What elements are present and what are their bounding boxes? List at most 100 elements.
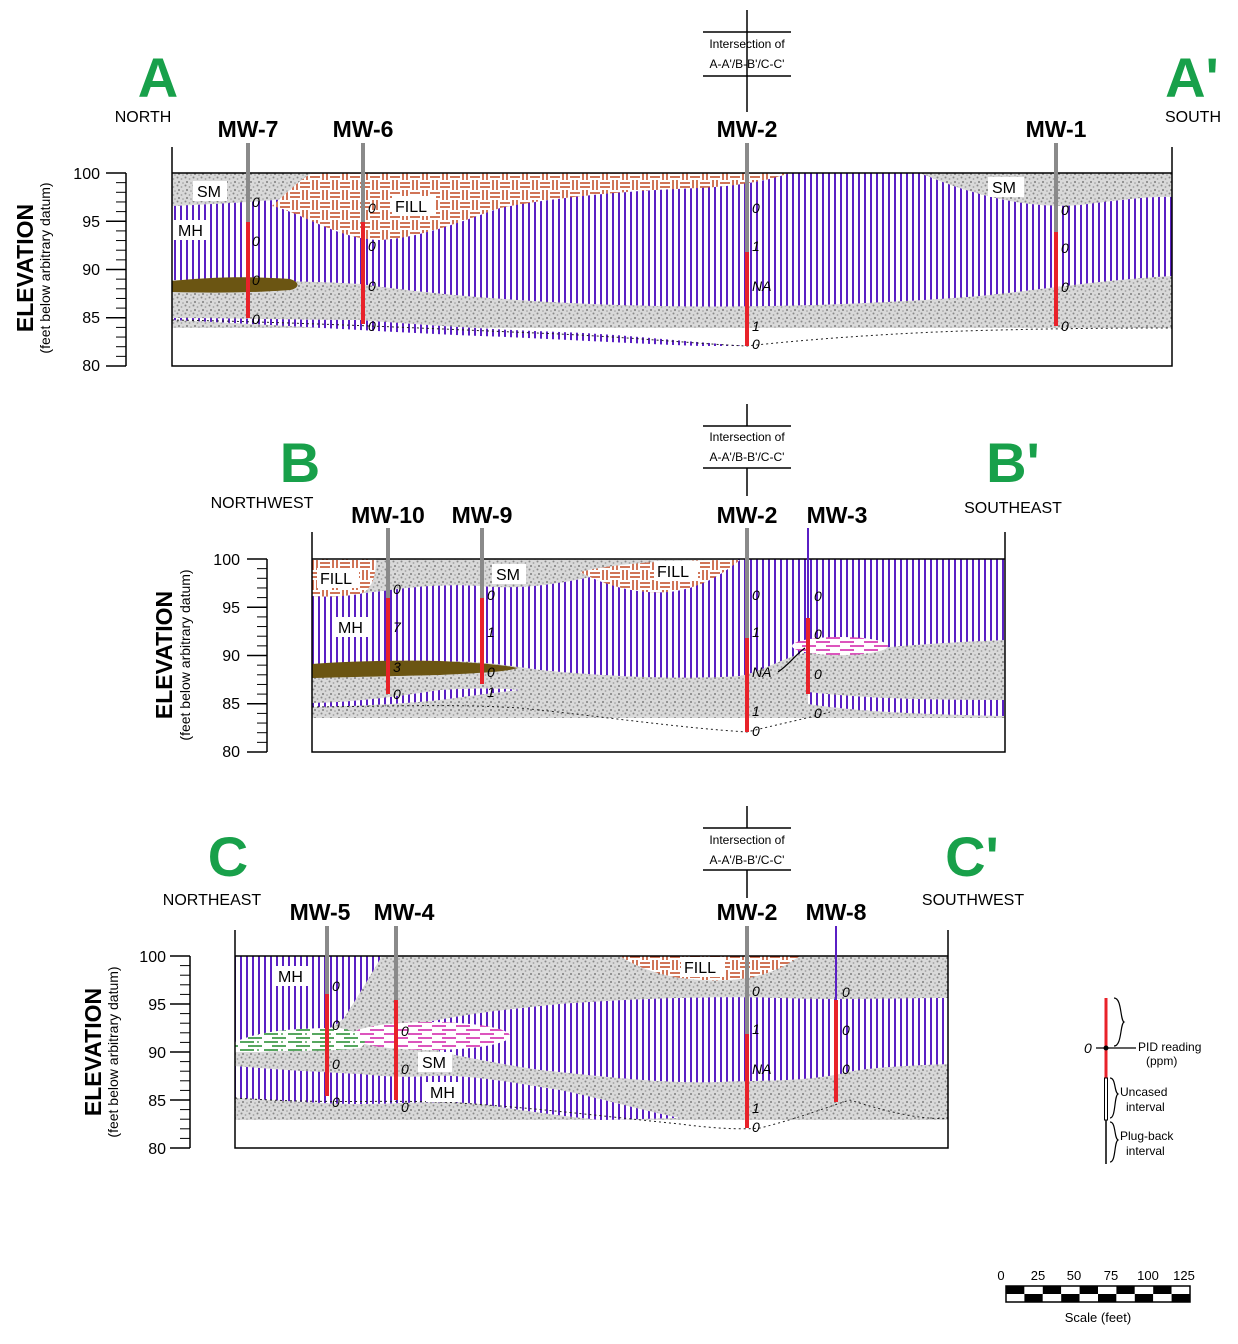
soil-label: MH [278, 969, 303, 986]
scale-cell [1134, 1294, 1154, 1302]
pid-reading: 1 [752, 1021, 760, 1037]
legend-brace [1113, 997, 1126, 1047]
legend-pid-label: PID reading [1138, 1040, 1201, 1054]
tick-label: 80 [148, 1141, 166, 1158]
soil-label: MH [178, 223, 203, 240]
tick-label: 85 [82, 310, 100, 327]
pid-reading: 0 [332, 978, 340, 994]
scale-cell [1006, 1294, 1025, 1302]
pid-reading: 1 [487, 684, 495, 700]
well-label: MW-3 [807, 502, 868, 528]
pid-reading: 0 [814, 588, 822, 604]
well-label: MW-10 [351, 502, 425, 528]
scale-cell [1171, 1286, 1190, 1294]
pid-reading: 0 [752, 723, 760, 739]
intersection-label-line1: Intersection of [709, 430, 785, 444]
pid-reading: 0 [332, 1017, 340, 1033]
axis-title: ELEVATION [12, 204, 38, 332]
pid-reading: 0 [401, 1061, 409, 1077]
section-end-letter: C' [945, 825, 999, 888]
intersection-label-line1: Intersection of [709, 37, 785, 51]
pid-reading: NA [752, 278, 771, 294]
pid-reading: 0 [487, 664, 495, 680]
pid-reading: 0 [842, 1061, 850, 1077]
scale-cell [1061, 1286, 1080, 1294]
soil-label: MH [338, 620, 363, 637]
well-label: MW-6 [333, 116, 394, 142]
section-frame [171, 147, 1173, 367]
legend-plug-label: Plug-back [1120, 1129, 1174, 1143]
tick-label: 100 [213, 552, 240, 569]
section-end-direction: SOUTHWEST [922, 892, 1024, 909]
well-label: MW-2 [717, 502, 778, 528]
tick-label: 95 [82, 214, 100, 231]
section-frame [234, 930, 949, 1149]
sm-bottom-dashes [311, 705, 831, 733]
pid-reading: 0 [401, 1023, 409, 1039]
scale-tick-label: 75 [1104, 1268, 1118, 1283]
tick-label: 95 [222, 600, 240, 617]
scale-tick-label: 50 [1067, 1268, 1081, 1283]
tick-label: 80 [222, 744, 240, 761]
well-mw-1: 0 0 0 0 [1054, 143, 1069, 334]
mh-lower-layer [312, 688, 520, 707]
section-start-letter: C [208, 825, 248, 888]
well-mw-2: 0 1 NA 1 0 [745, 926, 771, 1135]
well-label: MW-2 [717, 116, 778, 142]
scale-bar-cells [1006, 1286, 1190, 1302]
legend-plug-label-2: interval [1126, 1144, 1165, 1158]
mh-lower-layer [172, 318, 747, 346]
axis-subtitle: (feet below arbitrary datum) [177, 569, 193, 740]
pid-reading: NA [752, 1061, 771, 1077]
axis-subtitle: (feet below arbitrary datum) [105, 966, 121, 1137]
scale-cell [1098, 1286, 1117, 1294]
intersection-marker-b: Intersection of A-A'/B-B'/C-C' [703, 404, 791, 496]
scale-cell [1134, 1286, 1154, 1294]
scale-tick-label: 25 [1031, 1268, 1045, 1283]
sm-bottom-dashes [234, 1097, 949, 1130]
legend-uncased-bar [1104, 1077, 1108, 1121]
section-start-letter: A [138, 46, 178, 109]
pid-reading: 1 [752, 238, 760, 254]
scale-cell [1042, 1294, 1062, 1302]
legend-brace [1109, 1121, 1120, 1163]
silt-lens-green [235, 1028, 365, 1052]
pid-reading: 3 [393, 659, 401, 675]
section-end-direction: SOUTHEAST [964, 500, 1062, 517]
axis-ticks [247, 558, 267, 753]
pid-reading: 0 [252, 233, 260, 249]
soil-label: SM [422, 1055, 446, 1072]
tick-label: 80 [82, 358, 100, 375]
pid-reading: 1 [752, 703, 760, 719]
legend-brace [1109, 1077, 1120, 1119]
section-end-direction: SOUTH [1165, 109, 1221, 126]
intersection-marker-a: Intersection of A-A'/B-B'/C-C' [703, 10, 791, 112]
pid-reading: NA [752, 664, 771, 680]
well-mw-6: 0 0 0 0 [361, 143, 376, 334]
pid-reading: 1 [487, 624, 495, 640]
scale-cell [1024, 1294, 1043, 1302]
soil-label: SM [992, 180, 1016, 197]
pid-reading: 0 [368, 278, 376, 294]
pid-reading: 0 [401, 1099, 409, 1115]
pid-reading: 0 [332, 1094, 340, 1110]
mh-layer [235, 956, 382, 1050]
pid-reading: 0 [332, 1056, 340, 1072]
pid-reading: 0 [752, 1119, 760, 1135]
scale-tick-label: 0 [997, 1268, 1004, 1283]
tick-label: 90 [222, 648, 240, 665]
tick-label: 90 [82, 262, 100, 279]
intersection-label-line2: A-A'/B-B'/C-C' [710, 450, 785, 464]
tick-label: 95 [148, 997, 166, 1014]
pid-reading: 0 [1061, 318, 1069, 334]
tick-label: 100 [73, 166, 100, 183]
intersection-label-line2: A-A'/B-B'/C-C' [710, 853, 785, 867]
pid-reading: 0 [752, 336, 760, 352]
soil-label: FILL [657, 564, 689, 581]
soil-label: MH [430, 1085, 455, 1102]
pid-reading: 0 [368, 238, 376, 254]
pid-reading: 0 [752, 200, 760, 216]
scale-cell [1006, 1286, 1025, 1294]
section-start-direction: NORTH [115, 109, 172, 126]
fill-layer [272, 173, 790, 240]
